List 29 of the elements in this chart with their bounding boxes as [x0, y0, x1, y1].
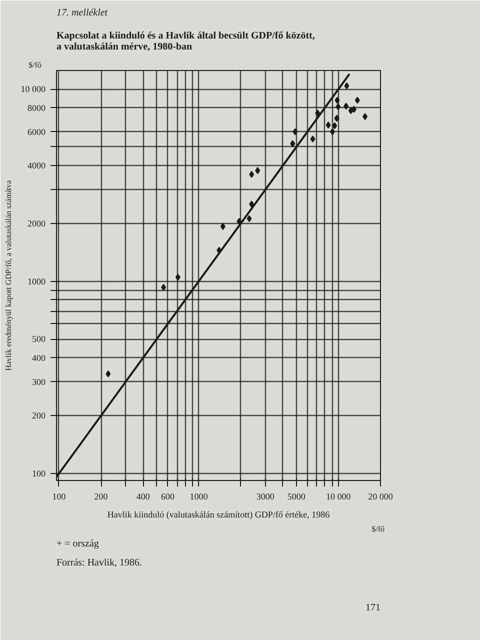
y-tick-label: 2000 — [28, 218, 46, 228]
text: $/fő — [28, 60, 42, 70]
y-tick-label: 300 — [32, 376, 46, 387]
y-tick-label: 6000 — [28, 126, 46, 137]
y-tick-label: 1000 — [28, 276, 46, 286]
y-tick-label: 100 — [32, 468, 46, 479]
chart-title: 17. melléklet — [56, 8, 108, 18]
text: Forrás: Havlik, 1986. — [56, 558, 142, 568]
x-axis-title: Havlik kiinduló (valutaskálán számított) GDP/fő értéke, 1986 — [107, 510, 330, 520]
chart-subtitle: Kapcsolat a kiinduló és a Havlik által becsült GDP/fő között, a valutaskálán mérve, 1980-ban — [56, 30, 316, 52]
x-tick-label: 400 — [136, 492, 150, 502]
y-tick-label: 500 — [32, 334, 46, 344]
x-tick-label: 5000 — [287, 492, 306, 502]
y-tick-label: 8000 — [28, 102, 46, 113]
x-tick-label: 100 — [52, 492, 66, 502]
x-tick-label: 3000 — [256, 492, 275, 502]
y-tick-label: 4000 — [28, 160, 46, 171]
y-tick-label: 400 — [32, 352, 46, 363]
text: + = ország — [56, 538, 99, 550]
x-tick-label: 1000 — [190, 492, 208, 502]
x-tick-label: 600 — [160, 492, 175, 502]
x-tick-label: 10 000 — [326, 492, 352, 502]
x-tick-label: 20 000 — [368, 492, 394, 502]
x-tick-label: 200 — [94, 492, 108, 502]
y-tick-label: 200 — [32, 410, 46, 421]
y-axis-title: Havlik eredményül kapott GDP/fő, a valutaskálán számítva — [4, 180, 13, 371]
text: $/fő — [372, 524, 385, 534]
text: 171 — [366, 602, 380, 614]
y-tick-label: 10 000 — [20, 84, 46, 94]
